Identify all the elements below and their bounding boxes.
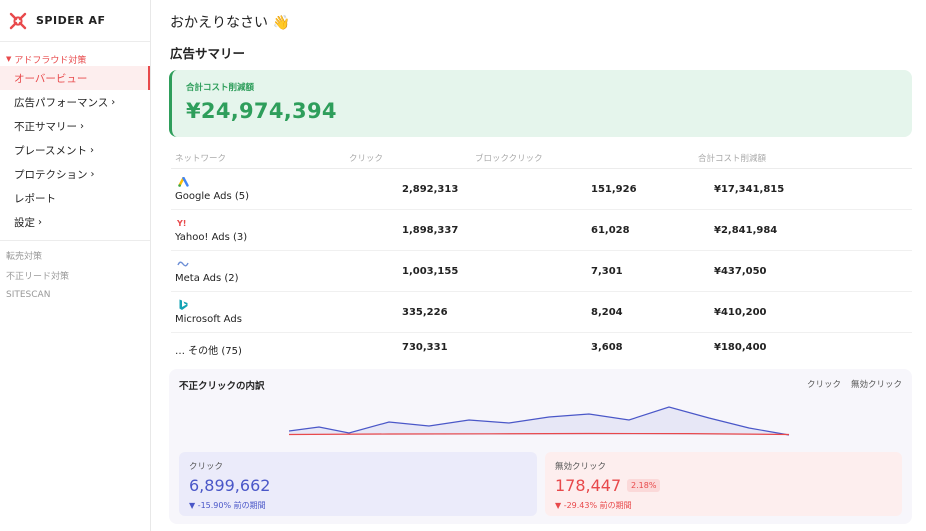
invalid-clicks-stat-label: 無効クリック	[555, 462, 607, 472]
clicks-stat-card: クリック 6,899,662 ▼ -15.90% 前の期間	[179, 452, 537, 516]
chevron-right-icon: ›	[90, 168, 95, 180]
sidebar-section-adfraud[interactable]: ▼ アドフラウド対策	[0, 52, 150, 66]
brand[interactable]: SPIDER AF	[0, 0, 150, 42]
column-header-network: ネットワーク	[175, 154, 227, 164]
network-name: Meta Ads (2)	[175, 273, 239, 284]
blocked-value: 8,204	[591, 307, 623, 318]
page-title: 広告サマリー	[170, 46, 246, 61]
invalid-clicks-stat-change: ▼ -29.43% 前の期間	[555, 501, 632, 510]
savings-value: ¥437,050	[714, 266, 767, 277]
sidebar-section-fraud-lead[interactable]: 不正リード対策	[6, 271, 70, 282]
fraud-click-breakdown-panel: 不正クリックの内訳 クリック 無効クリック クリック 6,899,662 ▼ -…	[169, 369, 912, 524]
savings-value: ¥17,341,815	[714, 184, 785, 195]
legend-item-invalid-clicks[interactable]: 無効クリック	[850, 380, 902, 390]
cost-savings-value: ¥24,974,394	[186, 99, 337, 123]
invalid-rate-badge: 2.18%	[627, 479, 661, 492]
column-header-blocked: ブロッククリック	[475, 154, 543, 164]
clicks-sparkline-chart	[289, 406, 790, 436]
blocked-value: 61,028	[591, 225, 630, 236]
panel-title: 不正クリックの内訳	[179, 381, 265, 392]
sidebar-item-label: 不正サマリー	[14, 120, 77, 133]
invalid-clicks-stat-value: 178,447	[555, 476, 622, 495]
network-name: Google Ads (5)	[175, 191, 250, 202]
savings-value: ¥2,841,984	[714, 225, 778, 236]
blocked-value: 151,926	[591, 184, 637, 195]
greeting: おかえりなさい 👋	[170, 15, 290, 31]
clicks-value: 335,226	[402, 307, 448, 318]
svg-text:Y!: Y!	[177, 219, 186, 228]
clicks-value: 1,898,337	[402, 225, 459, 236]
main-content: おかえりなさい 👋 広告サマリー 合計コスト削減額 ¥24,974,394 ネッ…	[151, 0, 926, 531]
sidebar-item-label: プロテクション	[14, 168, 88, 181]
network-name: Yahoo! Ads (3)	[175, 232, 248, 243]
table-row[interactable]: Google Ads (5) 2,892,313 151,926 ¥17,341…	[171, 169, 912, 210]
sidebar-item-ad-performance[interactable]: 広告パフォーマンス ›	[0, 90, 150, 114]
table-row[interactable]: Microsoft Ads 335,226 8,204 ¥410,200	[171, 292, 912, 333]
network-name: Microsoft Ads	[175, 314, 242, 325]
yahoo-ads-icon: Y!	[177, 217, 189, 229]
sidebar-item-protection[interactable]: プロテクション ›	[0, 162, 150, 186]
sidebar: SPIDER AF ▼ アドフラウド対策 オーバービュー 広告パフォーマンス ›…	[0, 0, 151, 531]
sidebar-item-overview[interactable]: オーバービュー	[0, 66, 150, 90]
invalid-clicks-line	[289, 432, 790, 436]
table-row[interactable]: Y! Yahoo! Ads (3) 1,898,337 61,028 ¥2,84…	[171, 210, 912, 251]
sidebar-nav: オーバービュー 広告パフォーマンス › 不正サマリー › プレースメント › プ…	[0, 66, 150, 234]
sidebar-item-label: オーバービュー	[14, 72, 88, 85]
chevron-right-icon: ›	[80, 120, 84, 132]
blocked-value: 3,608	[591, 342, 623, 353]
savings-value: ¥180,400	[714, 342, 767, 353]
clicks-value: 1,003,155	[402, 266, 459, 277]
cost-savings-label: 合計コスト削減額	[186, 83, 255, 93]
total-cost-savings-card: 合計コスト削減額 ¥24,974,394	[169, 70, 912, 137]
table-header: ネットワーク クリック ブロッククリック 合計コスト削減額	[171, 146, 912, 169]
sidebar-item-report[interactable]: レポート	[0, 186, 150, 210]
legend-item-clicks[interactable]: クリック	[806, 380, 841, 390]
network-table: ネットワーク クリック ブロッククリック 合計コスト削減額 Google Ads…	[171, 146, 912, 361]
clicks-stat-label: クリック	[189, 462, 224, 472]
clicks-area	[289, 407, 789, 435]
column-header-clicks: クリック	[349, 154, 384, 164]
network-name: … その他 (75)	[175, 346, 242, 357]
sidebar-item-settings[interactable]: 設定 ›	[0, 210, 150, 234]
meta-ads-icon	[177, 258, 189, 270]
chevron-right-icon: ›	[38, 216, 42, 228]
blocked-value: 7,301	[591, 266, 623, 277]
sidebar-section-sitescan[interactable]: SITESCAN	[6, 290, 51, 300]
sidebar-item-label: 広告パフォーマンス	[14, 96, 109, 109]
sidebar-divider	[0, 240, 150, 241]
chart-legend: クリック 無効クリック	[807, 378, 902, 390]
clicks-line	[289, 406, 790, 436]
clicks-stat-value: 6,899,662	[189, 476, 271, 495]
sidebar-item-label: 設定	[14, 216, 35, 229]
microsoft-ads-icon	[177, 299, 189, 311]
sidebar-item-label: プレースメント	[14, 144, 87, 157]
chevron-right-icon: ›	[111, 96, 116, 108]
spider-logo-icon	[8, 10, 28, 31]
clicks-value: 730,331	[402, 342, 448, 353]
sidebar-section-label: アドフラウド対策	[14, 55, 87, 66]
clicks-value: 2,892,313	[402, 184, 459, 195]
brand-name: SPIDER AF	[36, 14, 106, 27]
sidebar-section-resale[interactable]: 転売対策	[6, 251, 43, 262]
sidebar-item-fraud-summary[interactable]: 不正サマリー ›	[0, 114, 150, 138]
clicks-stat-change: ▼ -15.90% 前の期間	[189, 501, 266, 510]
caret-down-icon: ▼	[6, 55, 12, 63]
table-row[interactable]: … その他 (75) 730,331 3,608 ¥180,400	[171, 333, 912, 361]
sidebar-item-label: レポート	[14, 192, 56, 205]
invalid-clicks-stat-card: 無効クリック 178,447 2.18% ▼ -29.43% 前の期間	[545, 452, 902, 516]
chevron-right-icon: ›	[89, 144, 94, 156]
sidebar-item-placement[interactable]: プレースメント ›	[0, 138, 150, 162]
column-header-savings: 合計コスト削減額	[698, 154, 767, 164]
savings-value: ¥410,200	[714, 307, 767, 318]
google-ads-icon	[177, 176, 189, 188]
table-row[interactable]: Meta Ads (2) 1,003,155 7,301 ¥437,050	[171, 251, 912, 292]
